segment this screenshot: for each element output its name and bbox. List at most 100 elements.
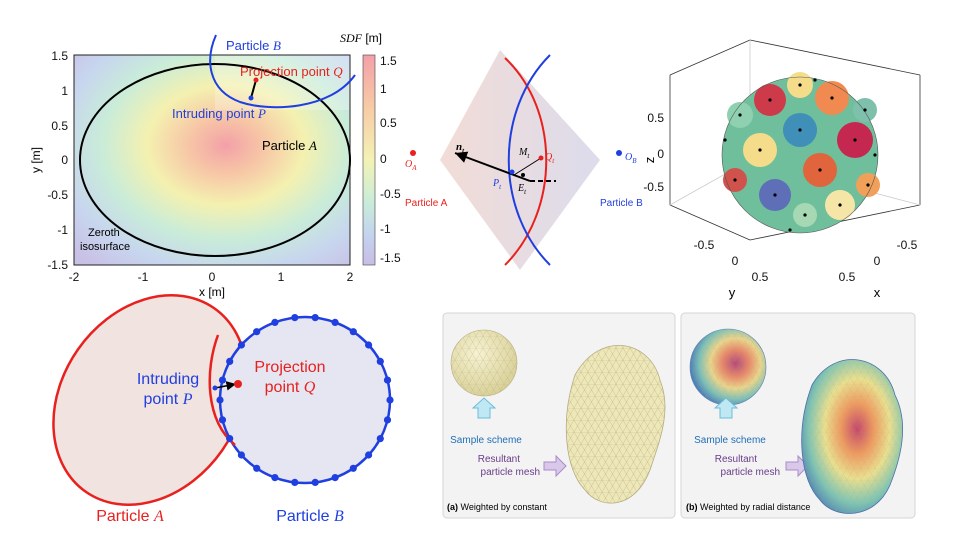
y-tick-label: 0 <box>732 254 739 268</box>
y-tick-label: 0.5 <box>752 270 769 284</box>
sphere-z-axis-label-visible: z <box>642 157 657 164</box>
particle-b-vertex <box>218 376 227 384</box>
colorbar-title: SDF [m] <box>340 31 382 45</box>
sphere-x-ticks: -0.5 0 0.5 <box>839 238 918 284</box>
center-oa-marker <box>410 150 416 156</box>
particle-b-vertex <box>365 451 373 459</box>
particle-b-vertex <box>331 474 339 482</box>
particle-b-vertex <box>291 314 299 322</box>
sample-scheme-label-a: Sample scheme <box>450 435 522 446</box>
overlap-diagram-panel: Intruding point P Projection point Q Par… <box>52 294 394 525</box>
projection-point-q-marker <box>253 77 259 83</box>
intruding-point-p-marker <box>248 95 254 101</box>
point-qt-marker <box>538 155 544 161</box>
intruding-label-line2: point P <box>144 391 193 408</box>
mesh-panel-b: Sample scheme Resultant particle mesh (b… <box>680 312 916 519</box>
particle-b-vertex <box>226 435 234 443</box>
point-et-marker <box>521 173 525 177</box>
sampling-line <box>513 157 542 176</box>
particle-a-boundary-arc <box>504 57 548 266</box>
center-oa-label: OA <box>405 159 417 172</box>
normal-vector-label: nt <box>456 141 465 155</box>
y-tick-label: -1 <box>57 223 68 237</box>
y-tick-label: 1.5 <box>51 49 68 63</box>
point-et-label: Et <box>517 183 527 196</box>
particle-b-vertex <box>271 318 279 326</box>
point-mt-label: Mt <box>518 147 530 160</box>
particle-a-label: Particle A <box>405 198 448 209</box>
intruding-to-projection-line <box>250 79 257 99</box>
particle-b-vertex <box>331 318 339 326</box>
particle-b-vertex <box>376 357 384 365</box>
particle-b-arc <box>209 34 356 109</box>
intruding-point-p-marker <box>212 385 218 391</box>
particle-b-vertex <box>218 416 227 424</box>
sample-sphere-a-mesh <box>451 330 517 396</box>
particle-b-vertex <box>365 341 373 349</box>
particle-b-vertex <box>383 416 392 424</box>
particle-a-label: Particle A <box>262 138 317 153</box>
x-tick-label: -1 <box>138 270 149 284</box>
particle-b-label: Particle B <box>600 198 643 209</box>
resultant-label-a-line2: particle mesh <box>481 467 540 478</box>
colorbar-tick-label: 1.5 <box>380 54 397 68</box>
mesh-panel-a: Sample scheme Resultant particle mesh (a… <box>442 312 676 519</box>
z-tick-label: 0.5 <box>647 111 664 125</box>
particle-b-vertex <box>271 474 279 482</box>
particle-a-shape <box>52 294 248 506</box>
projection-label-line2: point Q <box>265 379 316 396</box>
sphere-x-axis-label: x <box>874 285 881 300</box>
sphere-z-ticks: 0.5 0 -0.5 <box>643 111 664 194</box>
contact-region-diamond <box>440 50 600 270</box>
sdf-y-axis-label: y [m] <box>29 147 43 173</box>
center-ob-label: OB <box>625 152 637 165</box>
normal-vector-arrow <box>454 151 531 182</box>
panel-b-caption: (b) Weighted by radial distance <box>686 502 810 512</box>
projection-point-q-marker <box>234 380 242 388</box>
colorbar-tick-label: 0.5 <box>380 116 397 130</box>
z-tick-label: -0.5 <box>643 180 664 194</box>
particle-b-vertex <box>253 464 261 472</box>
particle-b-vertex <box>349 328 357 336</box>
sdf-x-ticks: -2 -1 0 1 2 <box>69 270 354 284</box>
y-tick-label: 1 <box>61 84 68 98</box>
sdf-x-axis-label: x [m] <box>199 285 225 299</box>
particle-b-vertex <box>237 341 245 349</box>
particle-b-vertex <box>349 464 357 472</box>
seed-points <box>723 78 877 232</box>
particle-b-caption: Particle B <box>276 508 344 525</box>
x-tick-label: -2 <box>69 270 80 284</box>
colorbar-tick-label: 0 <box>380 152 387 166</box>
x-tick-label: 1 <box>278 270 285 284</box>
sample-arrow-b <box>713 397 739 419</box>
particle-b-vertices <box>216 314 394 486</box>
sample-arrow-a <box>471 397 497 419</box>
result-arrow-a <box>543 454 567 478</box>
projection-label-line1: Projection <box>254 359 325 376</box>
z-tick-label: 0 <box>657 147 664 161</box>
sdf-y-ticks: 1.5 1 0.5 0 -0.5 -1 -1.5 <box>47 49 68 272</box>
particle-mesh-a-triangles <box>566 345 666 504</box>
sphere-plot-panel: 0.5 0 -0.5 z z -0.5 0 0.5 y -0.5 0 0.5 x <box>642 39 921 300</box>
y-tick-label: -1.5 <box>47 258 68 272</box>
particle-b-vertex <box>376 435 384 443</box>
particle-b-vertex <box>311 314 319 322</box>
x-tick-label: 0.5 <box>839 270 856 284</box>
x-tick-label: 0 <box>209 270 216 284</box>
particle-b-vertex <box>237 451 245 459</box>
particle-b-boundary-arc <box>507 54 551 266</box>
sphere-y-axis-label: y <box>729 285 736 300</box>
particle-a-caption: Particle A <box>96 508 164 525</box>
resultant-label-b-line2: particle mesh <box>721 467 780 478</box>
sdf-plot-panel: 1.5 1 0.5 0 -0.5 -1 -1.5 -2 -1 0 1 2 x [… <box>29 31 401 299</box>
particle-b-vertex <box>383 376 392 384</box>
center-ob-marker <box>616 150 622 156</box>
projection-point-label: Projection point Q <box>240 64 343 79</box>
intruding-label-line1: Intruding <box>137 371 199 388</box>
particle-b-vertex <box>216 396 224 404</box>
contact-diagram-panel: nt Mt Qt Pt Et OA OB Particle A Particle… <box>405 50 643 270</box>
y-tick-label: 0.5 <box>51 119 68 133</box>
colorbar-tick-label: -1 <box>380 222 391 236</box>
particle-b-vertex <box>226 357 234 365</box>
panel-a-caption: (a) Weighted by constant <box>447 502 547 512</box>
